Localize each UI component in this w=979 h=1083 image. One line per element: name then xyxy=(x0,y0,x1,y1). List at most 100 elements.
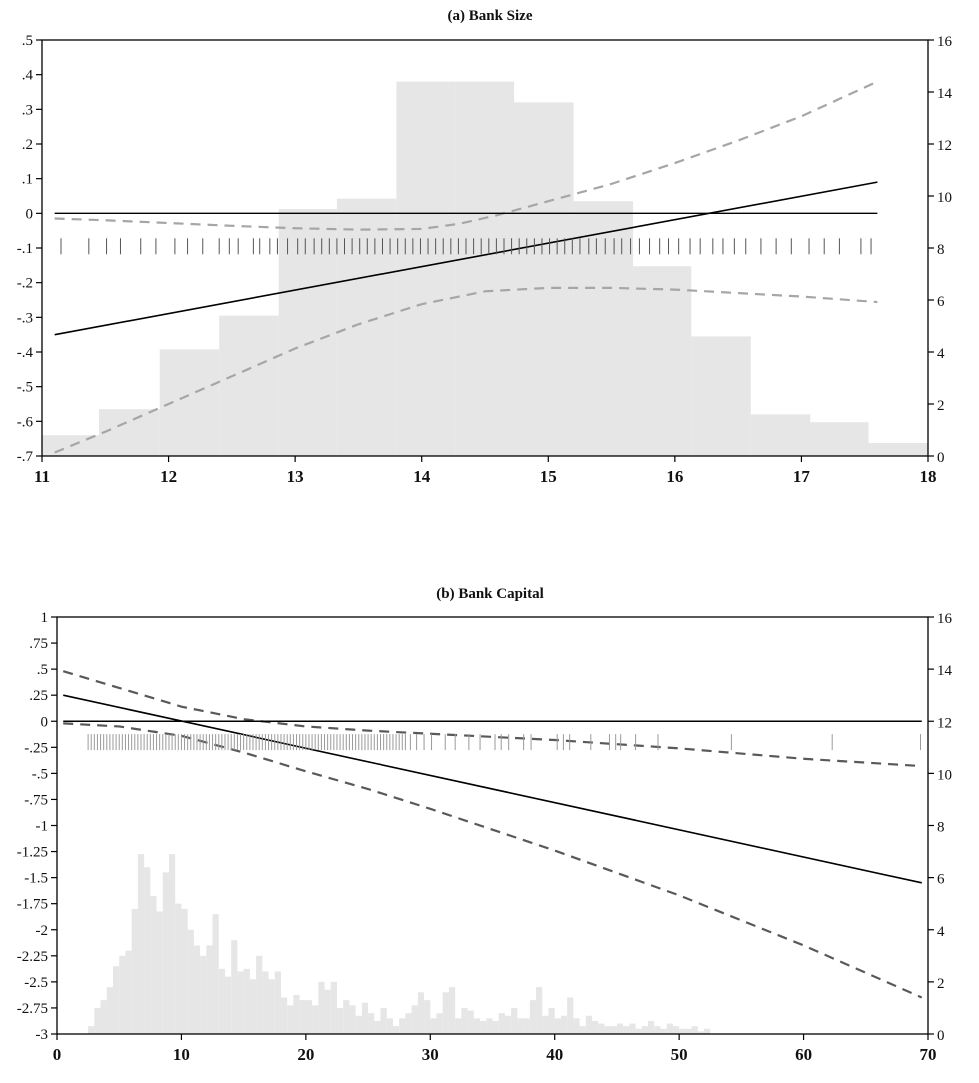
histogram-bar xyxy=(380,1007,387,1034)
lower-ci-line xyxy=(63,722,923,999)
histogram-bar xyxy=(455,1018,462,1034)
y2-tick-label: 16 xyxy=(937,611,953,627)
histogram-bar xyxy=(361,1002,369,1034)
histogram-bar xyxy=(654,1026,661,1034)
histogram-bar xyxy=(523,1018,530,1034)
panel-a-rug xyxy=(60,238,872,255)
histogram-bar xyxy=(268,979,275,1034)
y2-tick-label: 6 xyxy=(937,294,945,310)
histogram-bar xyxy=(868,443,928,456)
y2-tick-label: 0 xyxy=(937,450,945,466)
histogram-bar xyxy=(810,422,869,456)
y-tick-label: -.75 xyxy=(24,792,48,808)
histogram-bar xyxy=(181,908,188,1034)
histogram-bar xyxy=(330,981,337,1035)
histogram-bar xyxy=(256,955,263,1034)
y-tick-label: -.25 xyxy=(24,740,48,756)
y-tick-label: .3 xyxy=(22,102,33,118)
histogram-bar xyxy=(200,955,207,1034)
histogram-bar xyxy=(442,992,449,1034)
y2-tick-label: 0 xyxy=(937,1028,945,1044)
upper-ci-line xyxy=(54,80,878,231)
histogram-bar xyxy=(88,1026,95,1034)
y2-tick-label: 6 xyxy=(937,872,945,888)
histogram-bar xyxy=(94,1007,101,1034)
y-tick-label: -.5 xyxy=(32,766,48,782)
histogram-bar xyxy=(704,1028,711,1034)
histogram-bar xyxy=(498,1013,505,1034)
x-tick-label: 15 xyxy=(540,467,557,486)
y-tick-label: .2 xyxy=(22,137,33,153)
panel-b-histogram xyxy=(88,854,711,1035)
histogram-bar xyxy=(224,976,232,1034)
y-tick-label: 0 xyxy=(41,714,49,730)
histogram-bar xyxy=(492,1020,499,1034)
histogram-bar xyxy=(175,903,182,1034)
panel-a-title: (a) Bank Size xyxy=(447,8,532,24)
y2-tick-label: 10 xyxy=(937,767,952,783)
y-tick-label: 0 xyxy=(26,206,34,222)
histogram-bar xyxy=(514,102,574,457)
histogram-bar xyxy=(119,955,126,1034)
histogram-bar xyxy=(517,1018,524,1034)
histogram-bar xyxy=(212,914,219,1034)
histogram-bar xyxy=(299,1000,306,1034)
histogram-bar xyxy=(467,1010,474,1034)
histogram-bar xyxy=(436,1013,443,1034)
histogram-bar xyxy=(604,1026,611,1034)
histogram-bar xyxy=(137,854,145,1034)
panel-b-rug xyxy=(87,734,922,751)
y2-tick-label: 12 xyxy=(937,715,952,731)
histogram-bar xyxy=(473,1018,481,1034)
y-tick-label: -2.75 xyxy=(17,1001,48,1017)
histogram-bar xyxy=(629,1023,636,1034)
histogram-bar xyxy=(243,968,250,1034)
histogram-bar xyxy=(536,987,543,1034)
histogram-bar xyxy=(417,992,425,1034)
y-tick-label: -.3 xyxy=(17,310,33,326)
histogram-bar xyxy=(529,1000,537,1034)
x-tick-label: 16 xyxy=(666,467,683,486)
x-tick-label: 50 xyxy=(671,1045,688,1064)
histogram-bar xyxy=(598,1023,605,1034)
histogram-bar xyxy=(336,1007,344,1034)
panel-bank-capital: (b) Bank Capital 1 .75 .5 .25 0 -.25 -.5 -.75 -1… xyxy=(17,586,953,1064)
histogram-bar xyxy=(405,1013,412,1034)
y-tick-label: -2.25 xyxy=(17,949,48,965)
histogram-bar xyxy=(573,1018,580,1034)
histogram-bar xyxy=(679,1028,686,1034)
histogram-bar xyxy=(162,872,169,1034)
y2-tick-label: 8 xyxy=(937,820,945,836)
histogram-bar xyxy=(480,1020,487,1034)
y-tick-label: .75 xyxy=(29,636,48,652)
histogram-bar xyxy=(560,1015,568,1034)
y-tick-label: -2 xyxy=(36,923,49,939)
histogram-bar xyxy=(411,1005,418,1034)
x-tick-label: 30 xyxy=(422,1045,439,1064)
panel-a-lines xyxy=(54,80,878,454)
histogram-bar xyxy=(237,971,244,1034)
y2-tick-label: 10 xyxy=(937,190,952,206)
x-tick-label: 20 xyxy=(297,1045,314,1064)
histogram-bar xyxy=(312,1005,319,1034)
histogram-bar xyxy=(324,989,331,1034)
y-tick-label: .4 xyxy=(22,68,34,84)
histogram-bar xyxy=(368,1013,375,1034)
x-tick-label: 10 xyxy=(173,1045,190,1064)
histogram-bar xyxy=(666,1023,673,1034)
histogram-bar xyxy=(592,1020,599,1034)
y2-tick-label: 14 xyxy=(937,86,953,102)
y-tick-label: -1 xyxy=(36,819,49,835)
histogram-bar xyxy=(278,209,337,456)
histogram-bar xyxy=(156,911,163,1034)
histogram-bar xyxy=(633,266,692,456)
y-tick-label: .25 xyxy=(29,688,48,704)
x-tick-label: 70 xyxy=(920,1045,937,1064)
histogram-bar xyxy=(293,994,300,1034)
histogram-bar xyxy=(193,945,201,1034)
histogram-bar xyxy=(386,1018,393,1034)
histogram-bar xyxy=(144,867,151,1034)
histogram-bar xyxy=(691,336,751,456)
histogram-bar xyxy=(585,1015,593,1034)
